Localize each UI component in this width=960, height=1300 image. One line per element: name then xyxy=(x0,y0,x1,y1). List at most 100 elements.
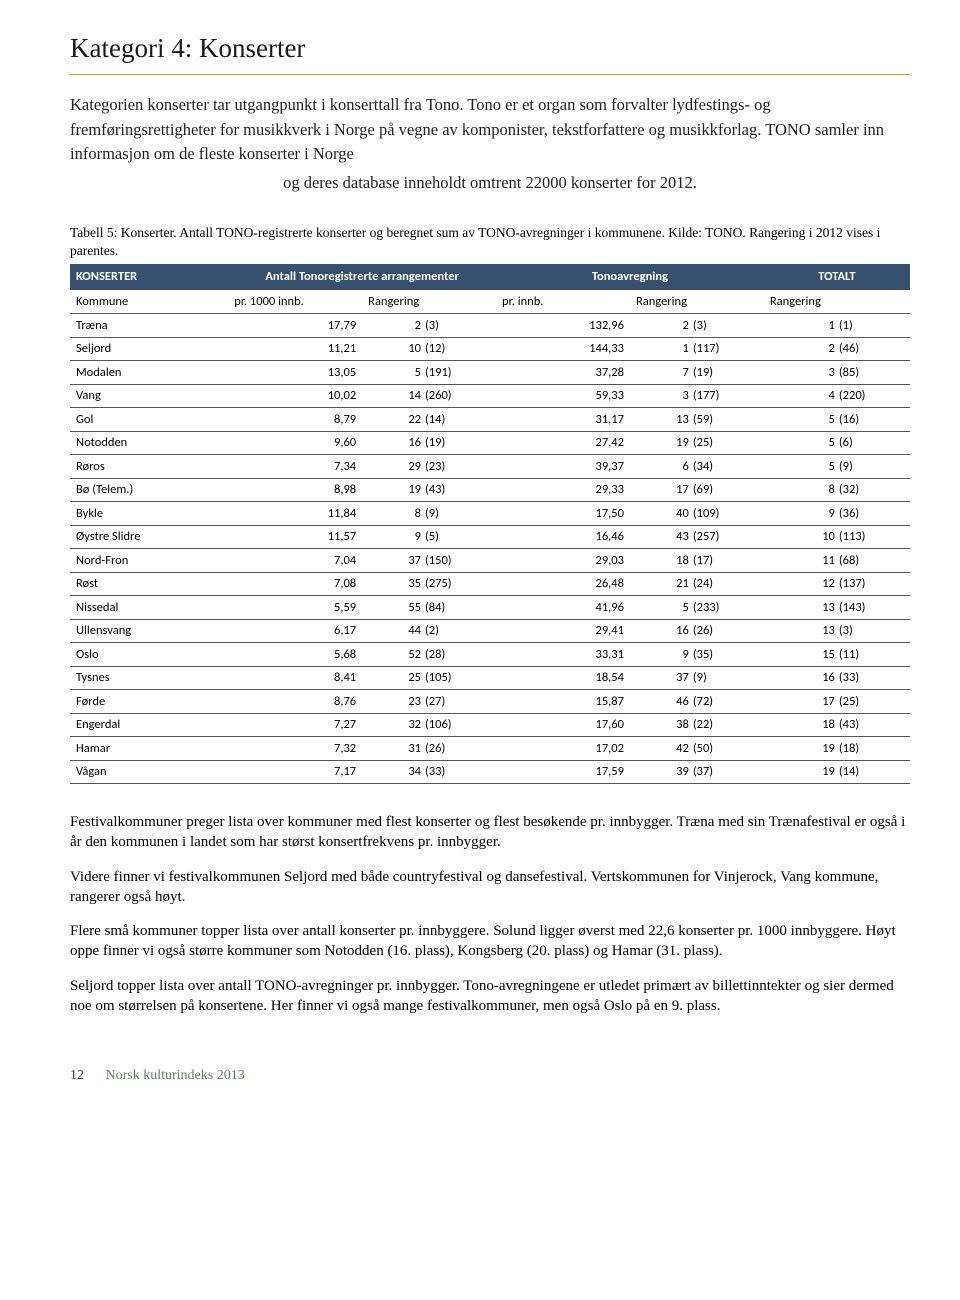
cell-kommune: Vågan xyxy=(70,760,228,784)
table-row: Træna17,792(3)132,962(3)1(1) xyxy=(70,314,910,338)
cell-p3: (11) xyxy=(837,643,910,667)
cell-p2: (22) xyxy=(691,713,764,737)
cell-p1: (23) xyxy=(423,455,496,479)
hdr-tonoavregning: Tonoavregning xyxy=(496,264,764,290)
cell-kommune: Røst xyxy=(70,572,228,596)
cell-v1: 8,76 xyxy=(228,690,362,714)
cell-p2: (109) xyxy=(691,502,764,526)
cell-r3: 8 xyxy=(764,478,837,502)
cell-p2: (72) xyxy=(691,690,764,714)
cell-r2: 38 xyxy=(630,713,691,737)
cell-p3: (137) xyxy=(837,572,910,596)
intro-paragraph: Kategorien konserter tar utgangpunkt i k… xyxy=(70,93,910,167)
hdr-pr1000: pr. 1000 innb. xyxy=(228,290,362,314)
table-caption: Tabell 5: Konserter. Antall TONO-registr… xyxy=(70,224,910,260)
cell-p2: (26) xyxy=(691,619,764,643)
cell-p2: (3) xyxy=(691,314,764,338)
cell-v2: 17,59 xyxy=(496,760,630,784)
cell-p2: (69) xyxy=(691,478,764,502)
cell-p3: (1) xyxy=(837,314,910,338)
cell-kommune: Hamar xyxy=(70,737,228,761)
cell-r2: 39 xyxy=(630,760,691,784)
cell-p1: (106) xyxy=(423,713,496,737)
table-row: Hamar7,3231(26)17,0242(50)19(18) xyxy=(70,737,910,761)
cell-r1: 52 xyxy=(362,643,423,667)
cell-r2: 9 xyxy=(630,643,691,667)
cell-v1: 7,34 xyxy=(228,455,362,479)
cell-v1: 11,57 xyxy=(228,525,362,549)
cell-r3: 19 xyxy=(764,737,837,761)
cell-p1: (84) xyxy=(423,596,496,620)
cell-r3: 11 xyxy=(764,549,837,573)
cell-p2: (233) xyxy=(691,596,764,620)
cell-v2: 26,48 xyxy=(496,572,630,596)
cell-p2: (19) xyxy=(691,361,764,385)
cell-r3: 3 xyxy=(764,361,837,385)
cell-p1: (9) xyxy=(423,502,496,526)
cell-p1: (43) xyxy=(423,478,496,502)
cell-p2: (17) xyxy=(691,549,764,573)
cell-p1: (33) xyxy=(423,760,496,784)
cell-p3: (113) xyxy=(837,525,910,549)
cell-v2: 132,96 xyxy=(496,314,630,338)
cell-p3: (43) xyxy=(837,713,910,737)
table-row: Førde8,7623(27)15,8746(72)17(25) xyxy=(70,690,910,714)
table-row: Bø (Telem.)8,9819(43)29,3317(69)8(32) xyxy=(70,478,910,502)
cell-v1: 17,79 xyxy=(228,314,362,338)
cell-r3: 5 xyxy=(764,408,837,432)
cell-p2: (24) xyxy=(691,572,764,596)
cell-r3: 4 xyxy=(764,384,837,408)
cell-p2: (37) xyxy=(691,760,764,784)
cell-kommune: Vang xyxy=(70,384,228,408)
cell-p2: (257) xyxy=(691,525,764,549)
cell-r1: 2 xyxy=(362,314,423,338)
cell-r1: 29 xyxy=(362,455,423,479)
table-header-row-2: Kommune pr. 1000 innb. Rangering pr. inn… xyxy=(70,290,910,314)
cell-p1: (14) xyxy=(423,408,496,432)
cell-r3: 1 xyxy=(764,314,837,338)
page-footer: 12 Norsk kulturindeks 2013 xyxy=(70,1066,910,1086)
cell-v1: 6,17 xyxy=(228,619,362,643)
cell-r1: 44 xyxy=(362,619,423,643)
cell-p1: (191) xyxy=(423,361,496,385)
cell-p3: (3) xyxy=(837,619,910,643)
cell-p3: (18) xyxy=(837,737,910,761)
cell-v2: 37,28 xyxy=(496,361,630,385)
cell-p1: (27) xyxy=(423,690,496,714)
cell-v2: 33,31 xyxy=(496,643,630,667)
cell-v1: 8,41 xyxy=(228,666,362,690)
page-heading: Kategori 4: Konserter xyxy=(70,30,910,75)
table-row: Røst7,0835(275)26,4821(24)12(137) xyxy=(70,572,910,596)
cell-r2: 16 xyxy=(630,619,691,643)
cell-p1: (5) xyxy=(423,525,496,549)
cell-v2: 29,03 xyxy=(496,549,630,573)
cell-r3: 15 xyxy=(764,643,837,667)
cell-r3: 12 xyxy=(764,572,837,596)
cell-kommune: Træna xyxy=(70,314,228,338)
cell-v2: 17,60 xyxy=(496,713,630,737)
cell-r3: 17 xyxy=(764,690,837,714)
table-body: Træna17,792(3)132,962(3)1(1)Seljord11,21… xyxy=(70,314,910,784)
cell-r2: 7 xyxy=(630,361,691,385)
cell-r1: 22 xyxy=(362,408,423,432)
cell-v1: 5,59 xyxy=(228,596,362,620)
table-header-row-1: KONSERTER Antall Tonoregistrerte arrange… xyxy=(70,264,910,290)
table-row: Vågan7,1734(33)17,5939(37)19(14) xyxy=(70,760,910,784)
cell-p1: (105) xyxy=(423,666,496,690)
cell-r2: 37 xyxy=(630,666,691,690)
cell-kommune: Oslo xyxy=(70,643,228,667)
cell-p2: (50) xyxy=(691,737,764,761)
cell-r2: 21 xyxy=(630,572,691,596)
cell-r2: 5 xyxy=(630,596,691,620)
cell-r2: 3 xyxy=(630,384,691,408)
cell-p2: (25) xyxy=(691,431,764,455)
cell-p1: (260) xyxy=(423,384,496,408)
cell-kommune: Notodden xyxy=(70,431,228,455)
cell-r2: 18 xyxy=(630,549,691,573)
cell-v1: 7,32 xyxy=(228,737,362,761)
cell-v1: 13,05 xyxy=(228,361,362,385)
table-row: Tysnes8,4125(105)18,5437(9)16(33) xyxy=(70,666,910,690)
cell-v1: 7,27 xyxy=(228,713,362,737)
cell-v2: 27,42 xyxy=(496,431,630,455)
hdr-rangering-3: Rangering xyxy=(764,290,910,314)
